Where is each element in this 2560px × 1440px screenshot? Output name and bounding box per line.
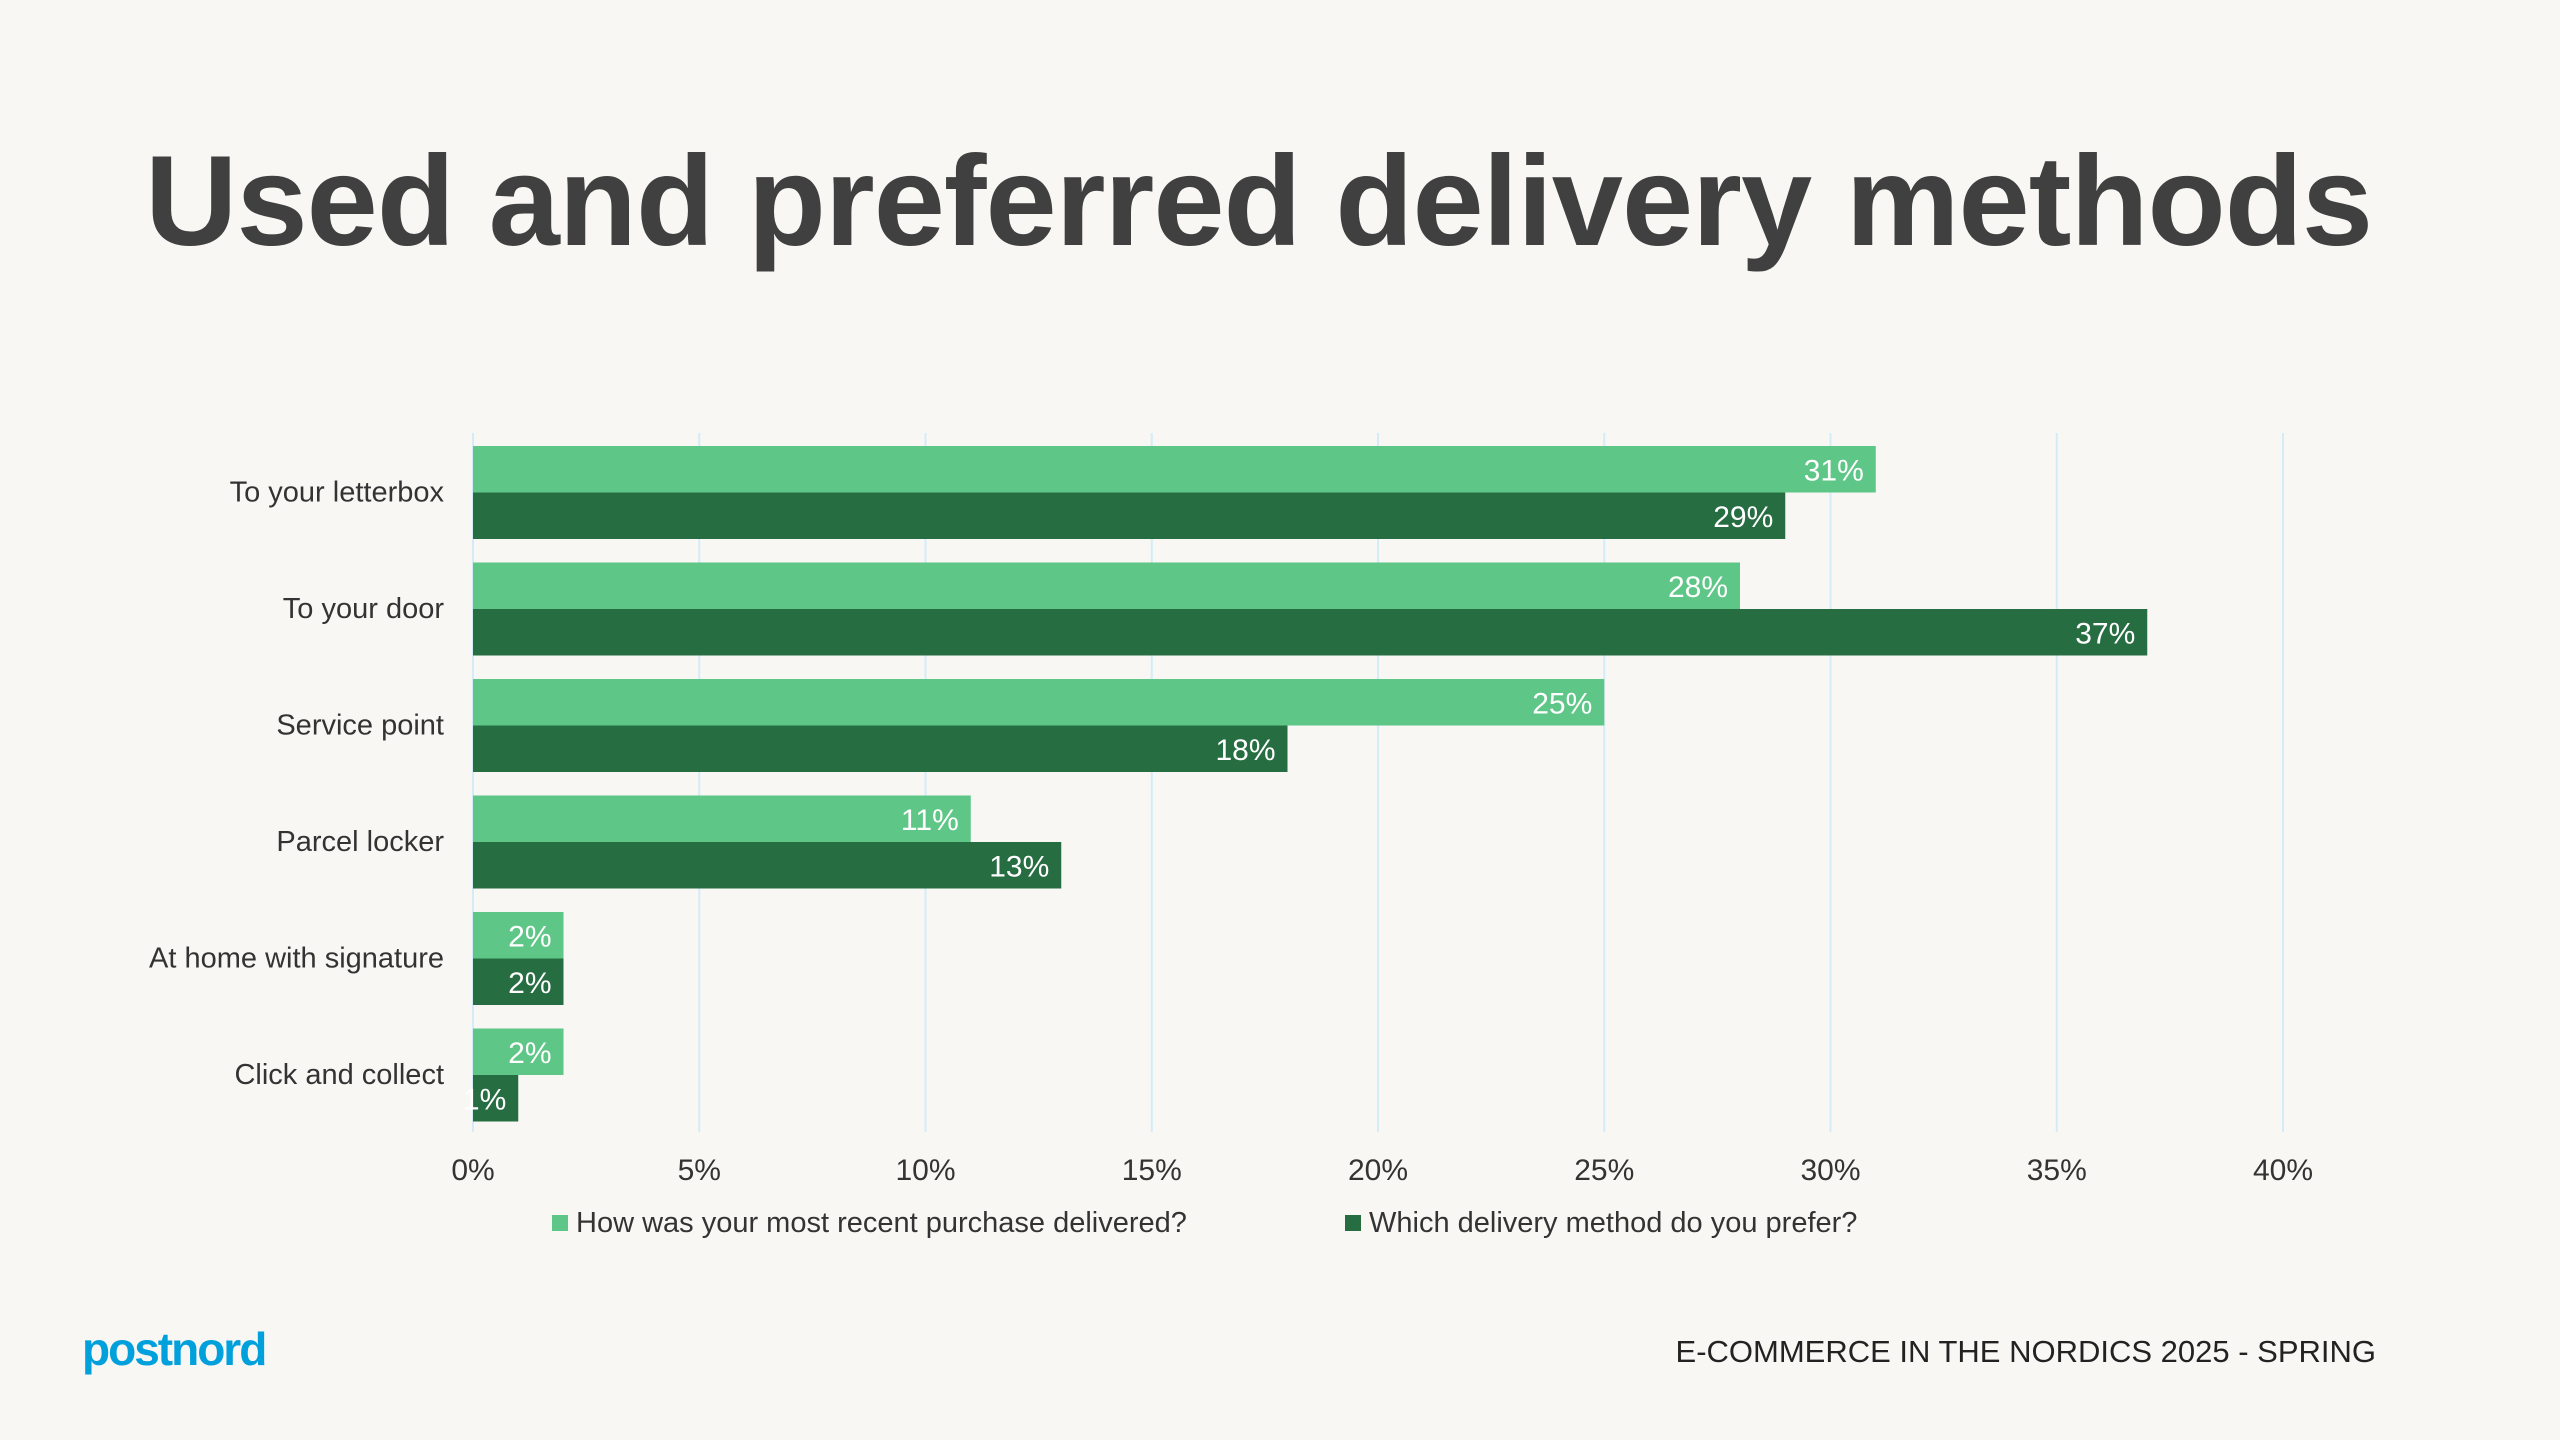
- data-label: 11%: [901, 804, 959, 837]
- bar-recent: [473, 446, 1876, 493]
- bar-prefer: [473, 842, 1062, 889]
- data-label: 13%: [989, 850, 1049, 883]
- data-label: 31%: [1804, 454, 1864, 487]
- legend-label: Which delivery method do you prefer?: [1369, 1207, 1857, 1239]
- legend-label: How was your most recent purchase delive…: [576, 1207, 1187, 1239]
- data-label: 25%: [1532, 687, 1592, 720]
- footer-text: E-COMMERCE IN THE NORDICS 2025 - SPRING: [1675, 1334, 2376, 1369]
- bar-prefer: [473, 958, 564, 1005]
- bar-prefer: [473, 492, 1786, 539]
- bar-prefer: [473, 609, 2148, 656]
- x-tick-label: 10%: [895, 1154, 955, 1187]
- bar-recent: [473, 912, 564, 959]
- x-tick-label: 5%: [678, 1154, 721, 1187]
- legend-swatch: [1345, 1215, 1361, 1231]
- page-title: Used and preferred delivery methods: [145, 130, 2373, 273]
- category-label: Click and collect: [234, 1059, 444, 1091]
- data-label: 29%: [1713, 501, 1773, 534]
- data-label: 2%: [508, 967, 551, 1000]
- data-label: 28%: [1668, 571, 1728, 604]
- category-label: At home with signature: [149, 942, 444, 974]
- category-label: To your door: [283, 593, 445, 625]
- category-label: Service point: [276, 709, 444, 741]
- bar-recent: [473, 562, 1740, 609]
- x-tick-label: 15%: [1122, 1154, 1182, 1187]
- x-tick-label: 30%: [1800, 1154, 1860, 1187]
- data-label: 37%: [2075, 617, 2135, 650]
- bar-prefer: [473, 725, 1288, 772]
- data-label: 1%: [463, 1083, 506, 1116]
- category-label: Parcel locker: [276, 826, 444, 858]
- bar-recent: [473, 1028, 564, 1075]
- x-tick-label: 25%: [1574, 1154, 1634, 1187]
- bar-prefer: [473, 1075, 519, 1122]
- data-label: 18%: [1215, 734, 1275, 767]
- bar-recent: [473, 795, 971, 842]
- x-tick-label: 35%: [2027, 1154, 2087, 1187]
- postnord-logo: postnord: [82, 1323, 267, 1375]
- x-tick-label: 0%: [451, 1154, 494, 1187]
- category-label: To your letterbox: [230, 476, 445, 508]
- legend-swatch: [552, 1215, 568, 1231]
- bar-recent: [473, 679, 1605, 726]
- x-tick-label: 20%: [1348, 1154, 1408, 1187]
- data-label: 2%: [508, 920, 551, 953]
- data-label: 2%: [508, 1037, 551, 1070]
- x-tick-label: 40%: [2253, 1154, 2313, 1187]
